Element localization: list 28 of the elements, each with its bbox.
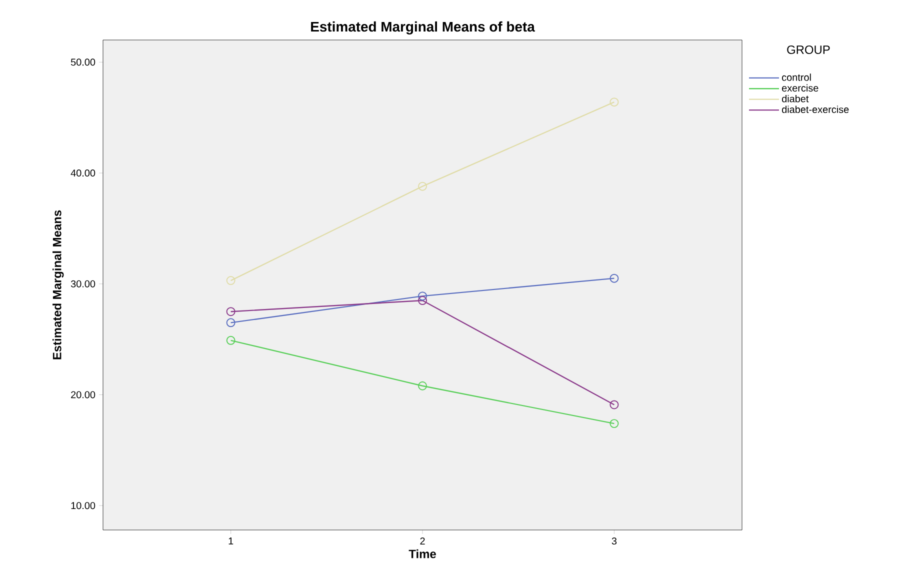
point [610, 274, 619, 283]
y-tick-label: 20.00 [71, 391, 96, 398]
chart-title: Estimated Marginal Means of beta [311, 21, 535, 34]
point [418, 296, 428, 306]
point [418, 381, 428, 390]
point [610, 400, 619, 410]
y-tick-label: 30.00 [70, 280, 96, 288]
point [226, 318, 236, 328]
y-tick-label: 10.00 [71, 502, 96, 510]
point [226, 276, 236, 286]
point [226, 307, 236, 316]
x-tick-label: 3 [612, 538, 617, 545]
x-axis-title: Time [408, 549, 436, 558]
point [610, 419, 619, 428]
y-tick-label: 40.00 [70, 169, 96, 177]
legend-label: control [782, 74, 811, 81]
point [418, 292, 428, 301]
point [610, 98, 619, 107]
point [226, 336, 236, 345]
y-tick-label: 50.00 [70, 58, 96, 66]
y-axis-title: Estimated Marginal Means [52, 210, 64, 360]
point [418, 182, 428, 191]
legend-label: exercise [782, 84, 818, 92]
legend-label: diabet-exercise [782, 106, 849, 113]
legend-title: GROUP [787, 46, 830, 54]
legend-label: diabet [782, 94, 809, 102]
x-tick-label: 2 [420, 538, 425, 544]
x-tick-label: 1 [228, 538, 234, 544]
